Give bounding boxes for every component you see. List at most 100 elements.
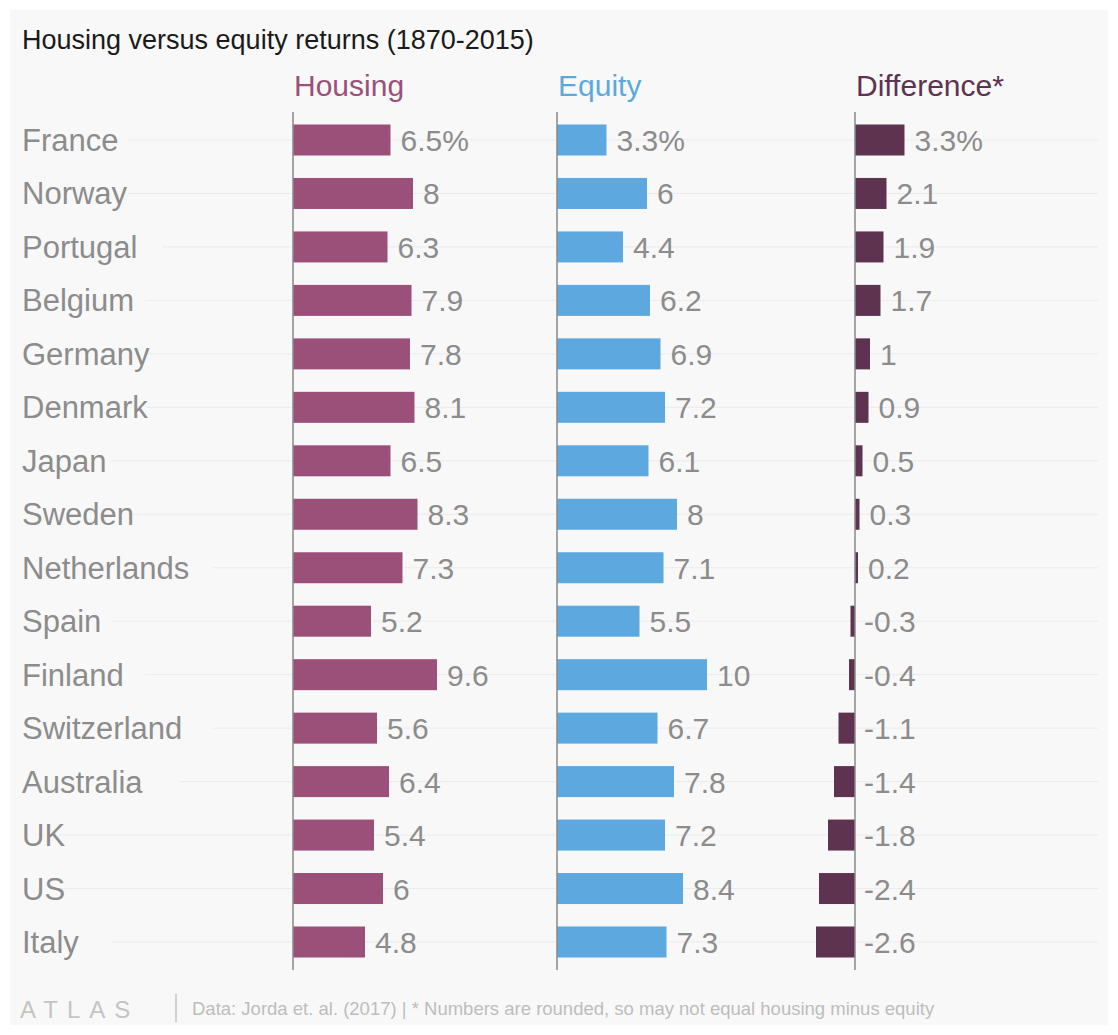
data-label: 7.2: [675, 819, 717, 852]
source-note: Data: Jorda et. al. (2017) | * Numbers a…: [192, 998, 935, 1019]
data-label: 0.9: [879, 391, 921, 424]
bar: [839, 713, 856, 744]
bar: [557, 338, 661, 369]
data-label: -1.1: [864, 712, 916, 745]
label-backdrop: [18, 229, 162, 265]
data-label: 0.3: [870, 498, 912, 531]
series-header: Difference*: [856, 69, 1004, 102]
bar: [557, 552, 664, 583]
category-label: Netherlands: [22, 551, 189, 586]
background: [0, 0, 1118, 1035]
bar: [855, 445, 863, 476]
plot-background: [10, 10, 1108, 1025]
logo: ATLAS: [20, 996, 139, 1023]
bar: [293, 766, 389, 797]
data-label: 6: [393, 873, 410, 906]
data-label: 1: [880, 338, 897, 371]
bar: [557, 873, 683, 904]
bar: [293, 659, 437, 690]
series-header: Equity: [558, 69, 641, 102]
bar: [819, 873, 855, 904]
bar: [855, 125, 905, 156]
data-label: -2.6: [864, 926, 916, 959]
data-label: -1.4: [864, 766, 916, 799]
bar: [293, 231, 388, 262]
category-label: Japan: [22, 444, 106, 479]
data-label: 3.3%: [617, 124, 685, 157]
data-label: 1.9: [894, 231, 936, 264]
data-label: 7.2: [675, 391, 717, 424]
data-label: 6: [657, 177, 674, 210]
category-label: France: [22, 123, 118, 158]
data-label: 7.1: [674, 552, 716, 585]
series-header: Housing: [294, 69, 404, 102]
axis-line: [292, 112, 294, 970]
category-label: Italy: [22, 925, 79, 960]
category-label: Spain: [22, 604, 101, 639]
bar: [293, 713, 377, 744]
label-backdrop: [18, 175, 128, 211]
bar: [293, 606, 371, 637]
data-label: 5.5: [650, 605, 692, 638]
data-label: 4.8: [375, 926, 417, 959]
data-label: -0.4: [864, 659, 916, 692]
bar: [293, 552, 403, 583]
bar: [293, 178, 413, 209]
data-label: 6.5%: [401, 124, 469, 157]
bar: [557, 392, 665, 423]
bar: [816, 927, 855, 958]
bar: [557, 927, 667, 958]
data-label: 7.9: [422, 284, 464, 317]
bar: [855, 338, 870, 369]
grid: [22, 140, 1098, 942]
data-label: 6.3: [398, 231, 440, 264]
data-label: 8: [687, 498, 704, 531]
data-label: -1.8: [864, 819, 916, 852]
bar: [557, 499, 677, 530]
category-label: Finland: [22, 658, 124, 693]
bar: [557, 820, 665, 851]
data-label: 6.5: [401, 445, 443, 478]
category-label: US: [22, 872, 65, 907]
bar: [557, 445, 649, 476]
series-0: Housing: [293, 69, 437, 970]
label-backdrop: [18, 657, 145, 693]
bar: [293, 499, 418, 530]
category-label: Germany: [22, 337, 150, 372]
bar: [293, 392, 415, 423]
series-2: Difference*: [816, 69, 1004, 970]
bar: [293, 445, 391, 476]
data-label: 7.3: [677, 926, 719, 959]
category-label: Belgium: [22, 283, 134, 318]
bar: [849, 659, 855, 690]
label-backdrop: [18, 282, 145, 318]
data-label: 5.2: [381, 605, 423, 638]
bar: [293, 338, 410, 369]
bar: [828, 820, 855, 851]
data-label: 4.4: [633, 231, 675, 264]
bar: [557, 766, 674, 797]
data-label: 8.1: [425, 391, 467, 424]
category-label: UK: [22, 818, 65, 853]
category-label: Norway: [22, 176, 128, 211]
category-label: Australia: [22, 765, 143, 800]
data-label: 1.7: [891, 284, 933, 317]
data-label: 8: [423, 177, 440, 210]
axis-line: [556, 112, 558, 970]
bar: [293, 873, 383, 904]
data-label: 7.8: [420, 338, 462, 371]
label-backdrop: [18, 710, 213, 746]
data-label: -2.4: [864, 873, 916, 906]
data-label: -0.3: [864, 605, 916, 638]
bar: [557, 659, 707, 690]
bar: [855, 285, 881, 316]
data-label: 0.5: [873, 445, 915, 478]
bar: [557, 231, 623, 262]
bar: [855, 178, 887, 209]
data-label: 7.3: [413, 552, 455, 585]
title: Housing versus equity returns (1870-2015…: [22, 25, 534, 55]
category-label: Denmark: [22, 390, 148, 425]
bar: [557, 713, 658, 744]
data-label: 6.4: [399, 766, 441, 799]
data-label: 9.6: [447, 659, 489, 692]
